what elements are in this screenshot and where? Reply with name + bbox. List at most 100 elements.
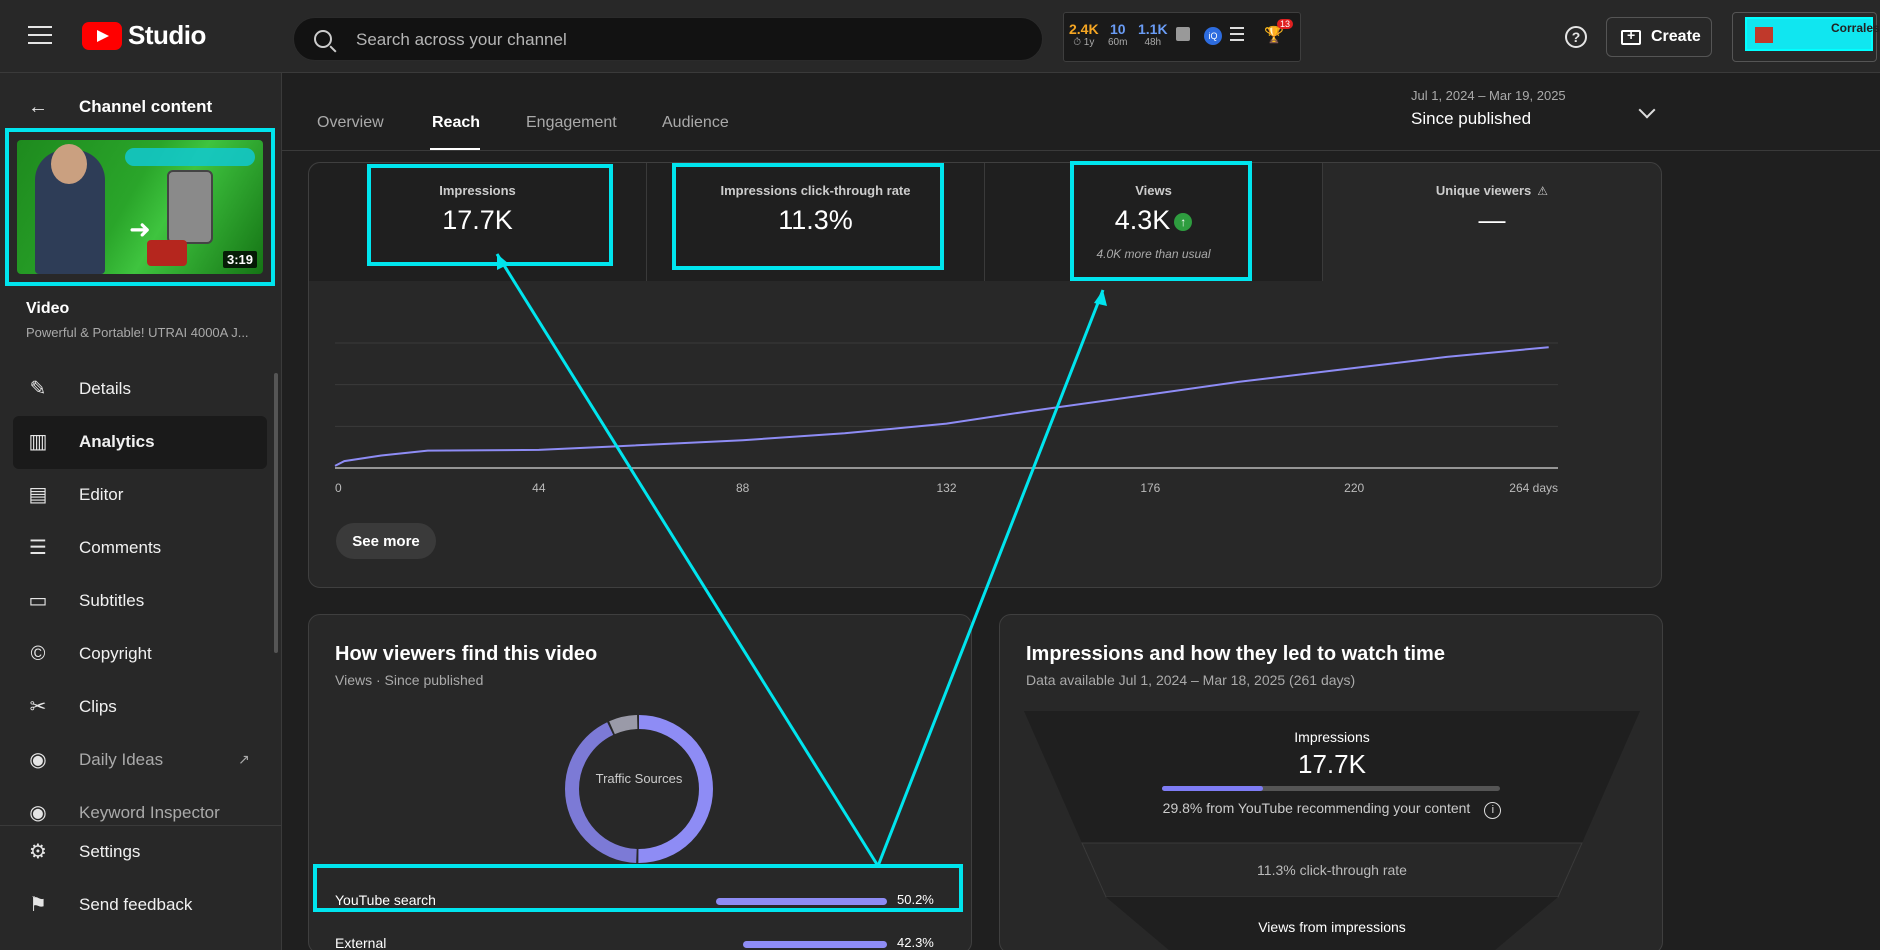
x-tick-label: 0 <box>335 481 342 495</box>
traffic-card-subtitle: Views · Since published <box>335 672 484 688</box>
ctr-highlight <box>672 163 944 270</box>
stat-views-60m: 10 60m <box>1108 21 1128 48</box>
search-input[interactable]: Search across your channel <box>356 30 567 49</box>
search-bar[interactable]: Search across your channel <box>293 17 1043 61</box>
youtube-logo-icon <box>82 21 122 50</box>
traffic-card-title: How viewers find this video <box>335 643 598 665</box>
menu-icon[interactable] <box>28 26 52 46</box>
account-name: Corrales <box>1831 21 1880 35</box>
create-video-icon <box>1621 27 1641 45</box>
subtitles-icon: ▭ <box>28 590 48 612</box>
donut-center-label: Traffic Sources <box>595 771 683 786</box>
thumbnail-scribble <box>125 148 255 166</box>
traffic-row-youtube-search[interactable]: YouTube search 50.2% <box>335 892 945 912</box>
vidiq-icon: ◉ <box>29 749 47 771</box>
x-tick-label: 44 <box>532 481 546 495</box>
x-tick-label: 132 <box>936 481 956 495</box>
sidebar-item-details[interactable]: ✎ Details <box>0 363 282 416</box>
sidebar-item-keyword-inspector[interactable]: ◉ Keyword Inspector <box>0 787 282 840</box>
sidebar-item-label: Comments <box>79 538 162 557</box>
trophy-icon[interactable]: 🏆 <box>1264 27 1284 44</box>
mini-chart-icon[interactable] <box>1176 27 1190 41</box>
x-tick-label: 88 <box>736 481 750 495</box>
video-thumbnail[interactable]: ➜ 3:19 <box>17 140 263 274</box>
feedback-icon: ⚑ <box>29 894 47 916</box>
studio-logo[interactable]: Studio <box>82 20 206 51</box>
sidebar-item-send-feedback[interactable]: ⚑ Send feedback <box>0 879 282 932</box>
pencil-icon: ✎ <box>29 378 47 400</box>
traffic-row-external[interactable]: External 42.3% <box>335 935 945 950</box>
impressions-funnel-card: Impressions and how they led to watch ti… <box>999 614 1663 950</box>
info-icon[interactable]: i <box>1484 802 1502 819</box>
sidebar-item-label: Clips <box>79 697 117 716</box>
tab-reach[interactable]: Reach <box>432 114 481 131</box>
funnel-views-label: Views from impressions <box>1258 919 1406 935</box>
views-series-line <box>334 346 1549 467</box>
traffic-source-label: YouTube search <box>335 892 436 908</box>
traffic-source-value: 42.3% <box>897 935 934 950</box>
account-button[interactable]: Corrales <box>1732 12 1880 62</box>
clapper-icon: ▤ <box>28 484 48 506</box>
metric-views[interactable]: Views 4.3K ↑ 4.0K more than usual <box>985 163 1323 281</box>
metric-value: — <box>1478 205 1506 235</box>
notification-badge: 13 <box>1277 19 1294 29</box>
vidiq-icon[interactable]: iQ <box>1204 27 1222 45</box>
video-duration: 3:19 <box>222 251 257 268</box>
sidebar-item-copyright[interactable]: © Copyright <box>0 628 282 681</box>
tab-audience[interactable]: Audience <box>662 114 729 131</box>
sidebar-item-label: Copyright <box>79 644 152 663</box>
tab-overview[interactable]: Overview <box>317 114 384 131</box>
sidebar-item-label: Keyword Inspector <box>79 803 220 822</box>
metric-value: 11.3% <box>778 205 853 235</box>
sidebar-item-subtitles[interactable]: ▭ Subtitles <box>0 575 282 628</box>
gear-icon: ⚙ <box>29 841 47 863</box>
sidebar-item-label: Daily Ideas <box>79 750 164 769</box>
x-tick-label: 176 <box>1140 481 1160 495</box>
recommend-progress-bar <box>1162 786 1500 791</box>
sidebar-item-label: Settings <box>79 842 141 861</box>
metric-title: Impressions click-through rate <box>720 183 911 198</box>
traffic-donut-chart[interactable] <box>563 713 715 865</box>
sidebar-item-editor[interactable]: ▤ Editor <box>0 469 282 522</box>
back-arrow-icon[interactable]: ← <box>28 96 48 118</box>
impressions-highlight <box>367 164 613 266</box>
funnel-shape <box>1024 711 1640 950</box>
metric-title: Views <box>1135 183 1172 198</box>
back-to-channel-content[interactable]: ← Channel content <box>26 95 266 119</box>
thumbnail-device-cables <box>147 240 187 266</box>
traffic-source-bar <box>743 941 887 948</box>
sidebar-item-clips[interactable]: ✂ Clips <box>0 681 282 734</box>
list-icon[interactable] <box>1230 27 1244 41</box>
sidebar-bottom-nav: ⚙ Settings ⚑ Send feedback <box>0 825 282 932</box>
metric-title-row: Unique viewers ⚠ <box>1323 183 1661 198</box>
sidebar-item-label: Editor <box>79 485 124 504</box>
video-label: Video <box>26 300 70 317</box>
create-label: Create <box>1651 28 1701 45</box>
help-icon[interactable]: ? <box>1565 26 1587 48</box>
sidebar-item-settings[interactable]: ⚙ Settings <box>0 826 282 879</box>
copyright-icon: © <box>30 643 46 665</box>
metric-unique-viewers[interactable]: Unique viewers ⚠ — <box>1323 163 1661 281</box>
sidebar: ← Channel content ➜ 3:19 Video Powerful … <box>0 73 282 950</box>
sidebar-item-label: Send feedback <box>79 895 193 914</box>
logo-text: Studio <box>128 20 206 50</box>
date-range-picker[interactable]: Jul 1, 2024 – Mar 19, 2025 Since publish… <box>1411 88 1656 136</box>
thumbnail-head <box>51 144 87 184</box>
date-range-label: Since published <box>1411 109 1532 128</box>
funnel-views-section <box>1106 897 1558 950</box>
funnel-ctr-text: 11.3% click-through rate <box>1257 862 1407 878</box>
sidebar-item-label: Analytics <box>79 432 155 451</box>
create-button[interactable]: Create <box>1606 17 1712 57</box>
comment-icon: ☰ <box>29 537 47 559</box>
sidebar-nav: ✎ Details ▥ Analytics ▤ Editor ☰ Comment… <box>0 363 282 840</box>
sidebar-item-comments[interactable]: ☰ Comments <box>0 522 282 575</box>
sidebar-item-analytics[interactable]: ▥ Analytics <box>13 416 267 469</box>
funnel-impressions-value: 17.7K <box>1298 749 1366 779</box>
tab-engagement[interactable]: Engagement <box>526 114 617 131</box>
funnel-recommend-text: 29.8% from YouTube recommending your con… <box>1162 800 1471 816</box>
vidiq-stats-box[interactable]: 2.4K ⏱ 1y 10 60m 1.1K 48h iQ 🏆 13 <box>1063 12 1301 62</box>
see-more-button[interactable]: See more <box>336 523 436 559</box>
sidebar-item-daily-ideas[interactable]: ◉ Daily Ideas ↗ <box>0 734 282 787</box>
channel-content-title: Channel content <box>79 97 213 116</box>
sidebar-scrollbar[interactable] <box>274 373 278 653</box>
